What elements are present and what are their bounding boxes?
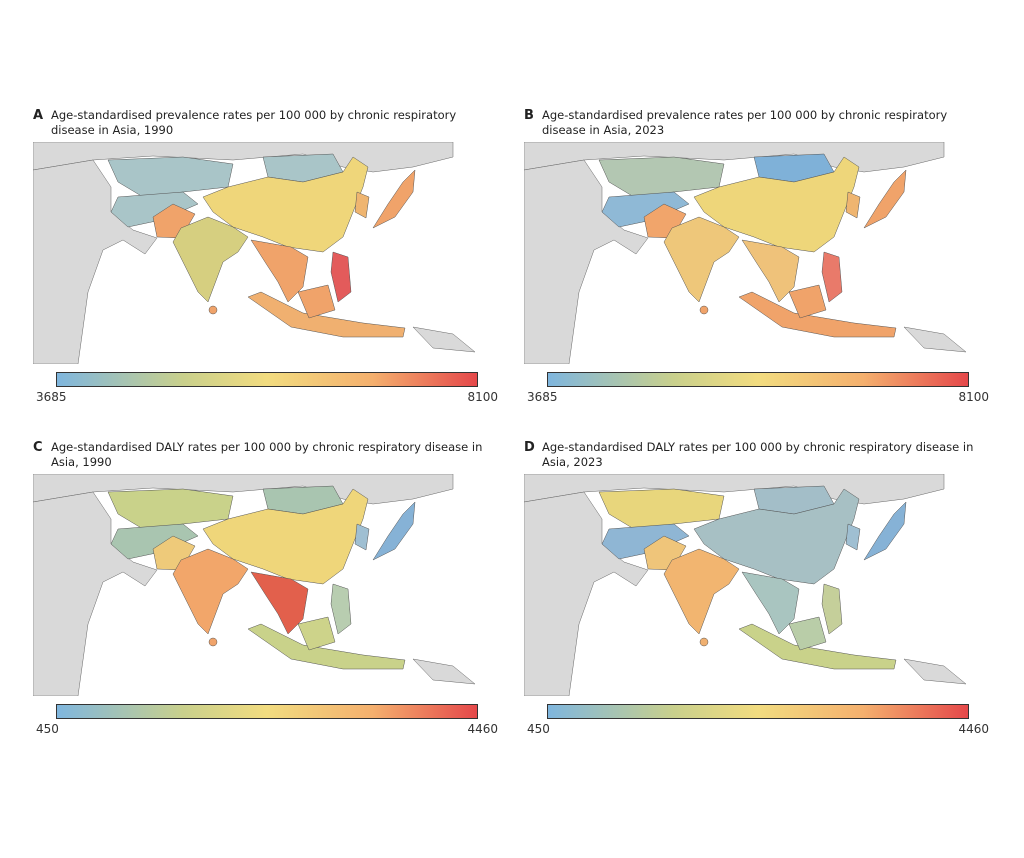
region-kazakhstan [107, 156, 234, 198]
choropleth-map [524, 142, 991, 364]
scale-max-label: 8100 [958, 390, 989, 404]
region-china [202, 488, 369, 585]
region-kazakhstan [107, 488, 234, 530]
map-panel-b: B Age-standardised prevalence rates per 1… [524, 108, 994, 407]
region-seasia [741, 239, 800, 303]
region-korea [845, 191, 861, 219]
panel-title: B Age-standardised prevalence rates per 1… [524, 108, 994, 142]
region-borneo [297, 284, 336, 319]
region-japan [372, 169, 416, 229]
scale-min-label: 450 [36, 722, 59, 736]
region-india [663, 216, 740, 303]
region-korea [354, 191, 370, 219]
region-borneo [788, 284, 827, 319]
region-korea [845, 523, 861, 551]
region-africa-middle-east [33, 491, 158, 696]
region-japan [372, 501, 416, 561]
panel-title-text: Age-standardised prevalence rates per 10… [542, 108, 948, 137]
scale-max-label: 4460 [467, 722, 498, 736]
scale-max-label: 4460 [958, 722, 989, 736]
region-africa-middle-east [524, 159, 649, 364]
panel-title-text: Age-standardised DALY rates per 100 000 … [51, 440, 483, 469]
region-borneo [788, 616, 827, 651]
panel-title: C Age-standardised DALY rates per 100 000… [33, 440, 503, 474]
region-indonesia [738, 291, 897, 338]
region-philippines [330, 583, 352, 635]
region-korea [354, 523, 370, 551]
region-japan [863, 169, 907, 229]
region-india [663, 548, 740, 635]
panel-title-text: Age-standardised DALY rates per 100 000 … [542, 440, 974, 469]
region-papua [412, 326, 476, 353]
panel-letter: A [33, 108, 44, 123]
region-china [693, 156, 860, 253]
region-indonesia [247, 623, 406, 670]
choropleth-map [524, 474, 991, 696]
region-srilanka [699, 637, 709, 647]
region-africa-middle-east [33, 159, 158, 364]
region-kazakhstan [598, 488, 725, 530]
region-india [172, 216, 249, 303]
choropleth-map [33, 142, 500, 364]
region-papua [903, 658, 967, 685]
color-scale-bar [56, 704, 478, 719]
region-srilanka [208, 637, 218, 647]
region-japan [863, 501, 907, 561]
region-borneo [297, 616, 336, 651]
map-panel-d: D Age-standardised DALY rates per 100 000… [524, 440, 994, 739]
map-panel-a: A Age-standardised prevalence rates per 1… [33, 108, 503, 407]
region-kazakhstan [598, 156, 725, 198]
color-scale-bar [547, 372, 969, 387]
scale-min-label: 3685 [36, 390, 67, 404]
region-papua [903, 326, 967, 353]
panel-letter: C [33, 440, 43, 455]
region-philippines [330, 251, 352, 303]
region-seasia [741, 571, 800, 635]
map-panel-c: C Age-standardised DALY rates per 100 000… [33, 440, 503, 739]
color-scale-bar [547, 704, 969, 719]
region-africa-middle-east [524, 491, 649, 696]
region-indonesia [247, 291, 406, 338]
scale-min-label: 450 [527, 722, 550, 736]
panel-title: D Age-standardised DALY rates per 100 000… [524, 440, 994, 474]
region-philippines [821, 583, 843, 635]
panel-letter: D [524, 440, 535, 455]
region-papua [412, 658, 476, 685]
panel-title-text: Age-standardised prevalence rates per 10… [51, 108, 457, 137]
region-india [172, 548, 249, 635]
scale-max-label: 8100 [467, 390, 498, 404]
region-philippines [821, 251, 843, 303]
region-indonesia [738, 623, 897, 670]
panel-title: A Age-standardised prevalence rates per 1… [33, 108, 503, 142]
scale-min-label: 3685 [527, 390, 558, 404]
region-china [202, 156, 369, 253]
region-seasia [250, 239, 309, 303]
choropleth-map [33, 474, 500, 696]
region-seasia [250, 571, 309, 635]
panel-letter: B [524, 108, 534, 123]
color-scale-bar [56, 372, 478, 387]
region-srilanka [699, 305, 709, 315]
region-srilanka [208, 305, 218, 315]
region-china [693, 488, 860, 585]
